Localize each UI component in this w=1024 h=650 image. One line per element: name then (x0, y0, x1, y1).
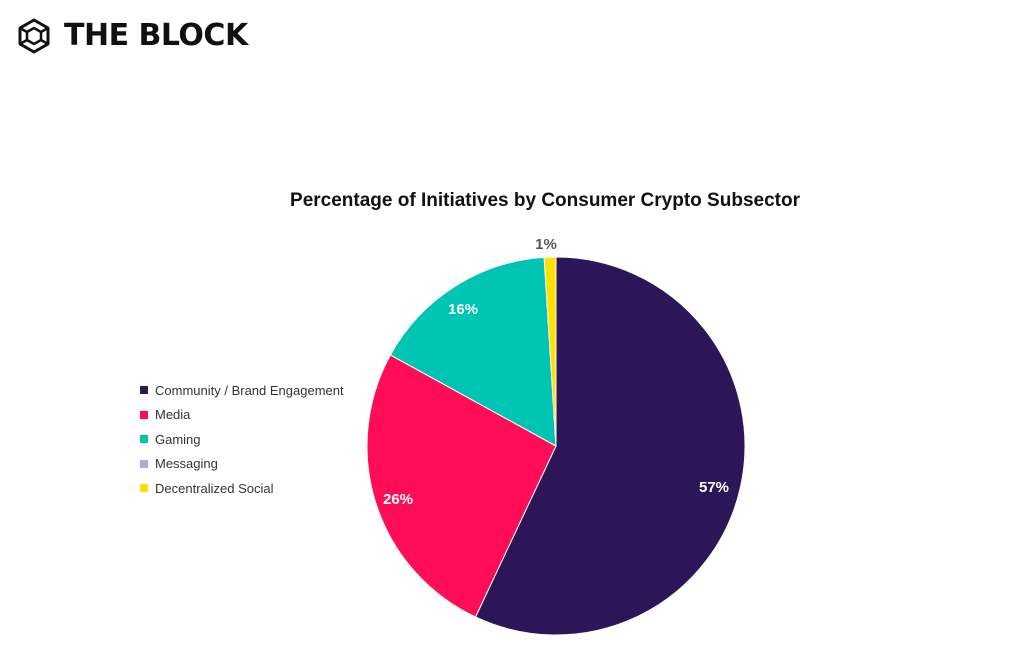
legend-item-gaming: Gaming (140, 427, 344, 452)
legend-item-media: Media (140, 403, 344, 428)
legend-swatch (140, 435, 148, 444)
pie-label-decentralized-social: 1% (535, 236, 557, 253)
pie-slice-gaming (389, 256, 557, 447)
legend-swatch (140, 484, 148, 493)
cube-hexagon-icon (18, 18, 50, 54)
legend-label: Community / Brand Engagement (155, 382, 344, 398)
legend-label: Media (155, 407, 191, 423)
pie-label-community-brand-engagement: 57% (699, 479, 729, 496)
legend-item-decentralized-social: Decentralized Social (140, 476, 344, 501)
legend-item-community-brand-engagement: Community / Brand Engagement (140, 378, 344, 403)
legend-item-messaging: Messaging (140, 452, 344, 477)
legend-swatch (140, 459, 148, 468)
pie-label-media: 26% (383, 491, 413, 508)
pie-label-gaming: 16% (448, 301, 478, 318)
legend-label: Messaging (155, 456, 218, 472)
brand-name: THE BLOCK (64, 18, 248, 53)
legend-swatch (140, 410, 148, 419)
pie-slice-community-brand-engagement (474, 256, 746, 636)
chart-title: Percentage of Initiatives by Consumer Cr… (290, 190, 800, 211)
pie-slice-decentralized-social (543, 256, 557, 447)
legend-swatch (140, 386, 148, 395)
legend-label: Gaming (155, 431, 201, 447)
brand-header: THE BLOCK (16, 16, 248, 56)
chart-legend: Community / Brand Engagement Media Gaming M… (140, 378, 344, 501)
legend-label: Decentralized Social (155, 480, 274, 496)
